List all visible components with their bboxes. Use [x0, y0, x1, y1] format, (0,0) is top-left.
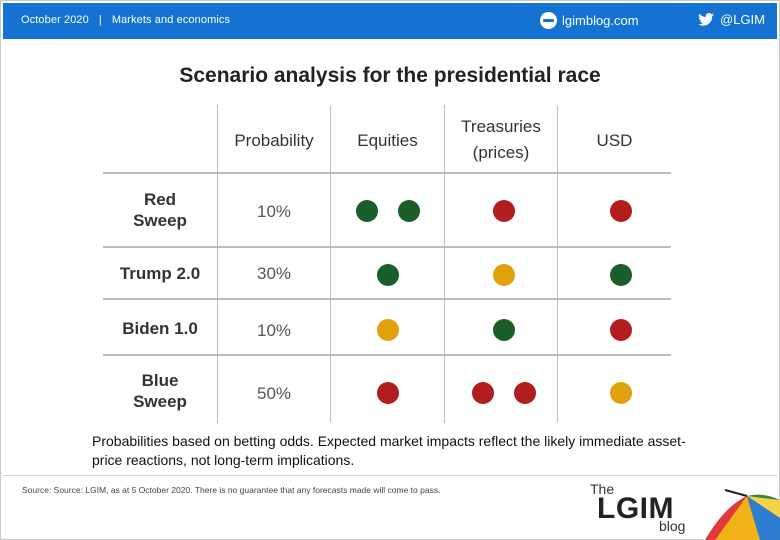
- green-dot: [610, 264, 632, 286]
- column-divider: [444, 105, 445, 423]
- logo-lgim: LGIM: [597, 492, 674, 525]
- column-header-treasuries: Treasuries (prices): [461, 117, 541, 162]
- column-header-usd: USD: [596, 131, 633, 150]
- amber-dot: [610, 382, 632, 404]
- column-header-probability: Probability: [234, 131, 314, 150]
- red-dot: [514, 382, 536, 404]
- note-text: Probabilities based on betting odds. Exp…: [92, 433, 686, 468]
- column-divider: [557, 105, 558, 423]
- red-dot: [472, 382, 494, 404]
- green-dot: [377, 264, 399, 286]
- red-dot: [610, 200, 632, 222]
- red-dot: [610, 319, 632, 341]
- row-label-blue-sweep: Blue Sweep: [133, 371, 187, 411]
- row-divider: [103, 354, 671, 356]
- probability-value: 30%: [256, 264, 292, 283]
- row-divider: [103, 246, 671, 248]
- row-divider: [103, 172, 671, 174]
- twitter-handle: @LGIM: [720, 12, 765, 27]
- umbrella-icon: [703, 489, 780, 540]
- column-divider: [217, 105, 218, 423]
- top-bar: October 2020 | Markets and economics lgimb…: [3, 3, 777, 39]
- red-dot: [377, 382, 399, 404]
- row-label-red-sweep: Red Sweep: [133, 190, 187, 230]
- green-dot: [493, 319, 515, 341]
- probability-value: 10%: [256, 321, 292, 340]
- green-dot: [356, 200, 378, 222]
- blog-globe-icon: [540, 12, 557, 29]
- logo-the: The: [590, 481, 615, 497]
- twitter-link[interactable]: @LGIM: [698, 12, 765, 27]
- amber-dot: [493, 264, 515, 286]
- source-text: Source: Source: LGIM, as at 5 October 20…: [22, 485, 441, 495]
- row-label-trump: Trump 2.0: [119, 264, 201, 283]
- column-divider: [330, 105, 331, 423]
- row-divider: [103, 298, 671, 300]
- red-dot: [493, 200, 515, 222]
- column-header-equities: Equities: [357, 131, 418, 150]
- footer-divider: [3, 475, 777, 476]
- probability-value: 50%: [256, 384, 292, 403]
- site-label: lgimblog.com: [562, 13, 639, 28]
- probability-value: 10%: [256, 202, 292, 221]
- section-link[interactable]: Markets and economics: [111, 14, 231, 26]
- twitter-icon: [698, 13, 714, 26]
- date-label: October 2020: [21, 14, 89, 26]
- site-link[interactable]: lgimblog.com: [540, 12, 639, 29]
- breadcrumb: October 2020 | Markets and economics: [21, 14, 230, 26]
- green-dot: [398, 200, 420, 222]
- page-title: Scenario analysis for the presidential r…: [179, 64, 601, 87]
- row-label-biden: Biden 1.0: [122, 319, 198, 338]
- amber-dot: [377, 319, 399, 341]
- lgim-blog-logo: The LGIM blog: [585, 478, 780, 540]
- logo-blog: blog: [659, 518, 686, 534]
- breadcrumb-separator: |: [98, 14, 102, 26]
